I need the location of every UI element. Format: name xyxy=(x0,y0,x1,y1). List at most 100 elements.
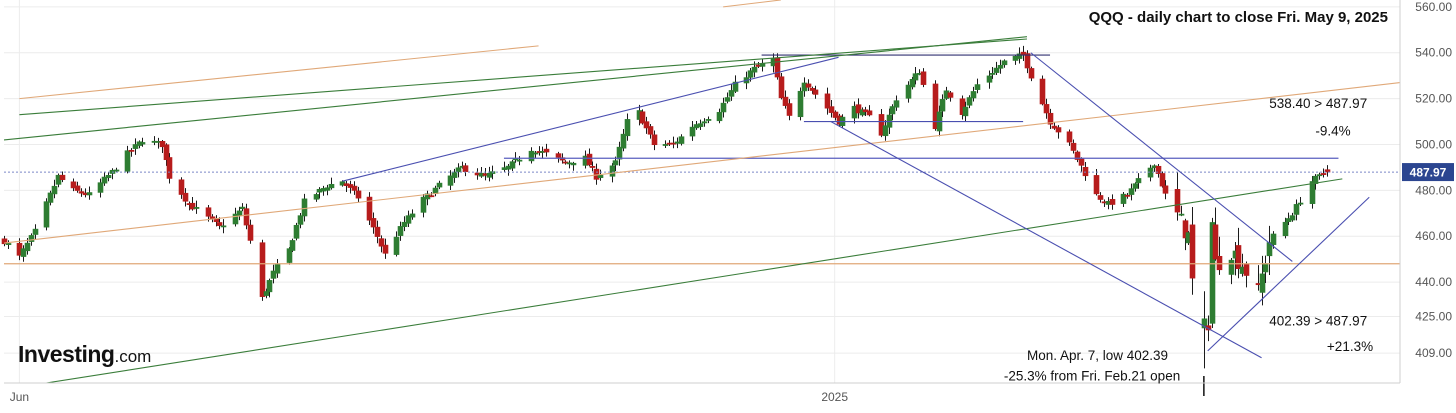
candle-body xyxy=(647,126,654,135)
candle-body xyxy=(805,83,812,88)
candle xyxy=(32,224,39,239)
candle xyxy=(986,70,993,89)
candle xyxy=(166,153,173,184)
candle xyxy=(324,184,331,196)
candle xyxy=(451,168,458,183)
candle-body xyxy=(32,228,39,235)
candle-body xyxy=(178,179,185,195)
candle xyxy=(705,116,712,124)
candle-body xyxy=(1,238,8,245)
candle-body xyxy=(163,144,170,161)
candle xyxy=(1216,236,1223,275)
candle-body xyxy=(132,144,139,149)
candle-body xyxy=(401,221,408,227)
candle xyxy=(1147,164,1154,182)
candle-body xyxy=(1024,53,1031,69)
candle-body xyxy=(47,192,54,203)
candle-body xyxy=(1159,173,1166,187)
x-tick-label: Jun xyxy=(10,390,29,404)
candle xyxy=(1228,258,1235,285)
candle-body xyxy=(1043,104,1050,114)
candle-body xyxy=(616,146,623,160)
candle xyxy=(59,171,66,183)
candle-body xyxy=(639,111,646,124)
candle xyxy=(855,98,862,119)
candle xyxy=(232,207,239,227)
candle-body xyxy=(589,166,596,168)
candle xyxy=(178,177,185,199)
green-trend-line-3 xyxy=(46,178,1343,384)
candle-body xyxy=(1051,125,1058,129)
candle-body xyxy=(1097,195,1104,200)
candle-body xyxy=(1216,255,1223,271)
candle xyxy=(905,81,912,103)
candle-body xyxy=(97,182,104,193)
candle xyxy=(624,113,631,141)
candle xyxy=(159,139,166,154)
candle xyxy=(1043,98,1050,119)
candle-body xyxy=(878,114,885,136)
candle-body xyxy=(420,196,427,213)
candle-body xyxy=(393,236,400,255)
candle-body xyxy=(451,171,458,178)
candle-body xyxy=(1289,215,1296,221)
candle-body xyxy=(370,218,377,228)
candle-body xyxy=(1001,60,1008,66)
candle-body xyxy=(1262,263,1269,273)
candle xyxy=(328,177,335,190)
candle-body xyxy=(286,248,293,263)
candle xyxy=(1001,59,1008,68)
candle xyxy=(947,91,954,102)
candle-body xyxy=(620,133,627,149)
candle xyxy=(1024,50,1031,74)
candle xyxy=(139,137,146,147)
candle xyxy=(370,212,377,234)
candle-body xyxy=(1174,189,1181,213)
candle xyxy=(182,188,189,207)
candle xyxy=(86,186,93,200)
candle xyxy=(293,222,300,241)
candle xyxy=(1209,217,1216,328)
candle xyxy=(420,193,427,218)
candle xyxy=(720,97,727,118)
y-tick-label: 500.00 xyxy=(1415,137,1452,151)
candle xyxy=(701,118,708,127)
candle-body xyxy=(543,148,550,153)
candle-body xyxy=(397,226,404,236)
candle-body xyxy=(355,190,362,199)
logo-suffix-text: .com xyxy=(114,347,151,366)
candle-body xyxy=(5,243,12,245)
candle-body xyxy=(1209,222,1216,324)
candle-body xyxy=(428,195,435,198)
candle-body xyxy=(993,67,1000,73)
candle xyxy=(1028,66,1035,82)
candle-body xyxy=(313,194,320,200)
candle-body xyxy=(597,175,604,178)
candle-body xyxy=(716,112,723,122)
candle-body xyxy=(643,121,650,129)
low-annotation-2: -25.3% from Fri. Feb.21 open xyxy=(1004,369,1180,384)
candle-body xyxy=(893,100,900,108)
candle-body xyxy=(1312,175,1319,184)
candle-body xyxy=(662,144,669,146)
candle-body xyxy=(1316,174,1323,177)
candle-body xyxy=(751,66,758,73)
candle xyxy=(43,198,50,231)
y-tick-label: 440.00 xyxy=(1415,275,1452,289)
candle xyxy=(589,161,596,172)
candle xyxy=(828,99,835,118)
candle-body xyxy=(378,238,385,247)
candle-body xyxy=(962,106,969,117)
candle-body xyxy=(724,97,731,102)
candle xyxy=(643,116,650,134)
candle-body xyxy=(912,73,919,81)
x-tick-label: 2025 xyxy=(821,390,848,404)
decline-annotation-2: -9.4% xyxy=(1315,123,1350,138)
candle-body xyxy=(1047,112,1054,125)
candle xyxy=(778,73,785,100)
candle xyxy=(101,171,108,186)
candle-body xyxy=(366,196,373,221)
candle-body xyxy=(586,153,593,166)
candle-body xyxy=(232,213,239,225)
candle xyxy=(1243,261,1250,288)
